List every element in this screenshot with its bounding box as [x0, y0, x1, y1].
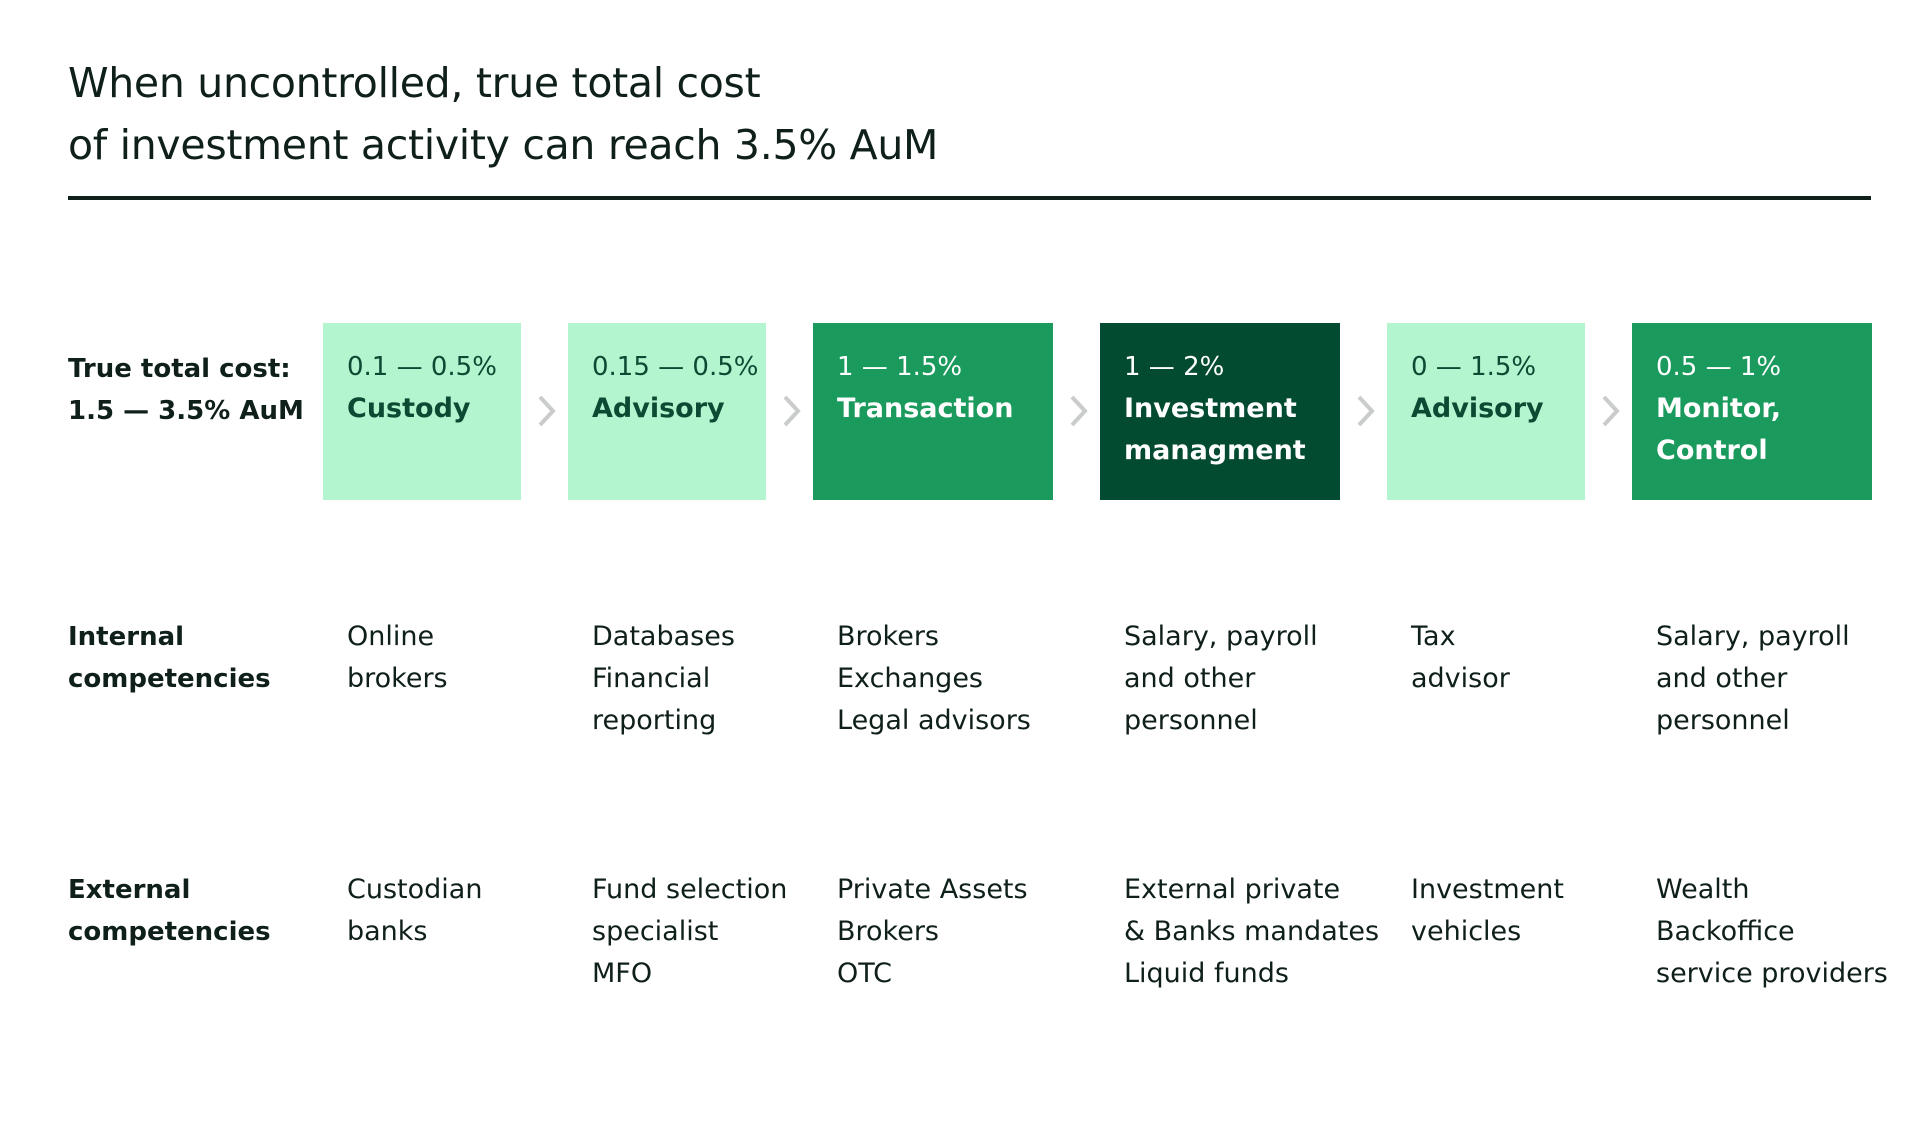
external-competency-monitor-control: Wealth Backoffice service providers: [1656, 874, 1888, 989]
total-cost-label: True total cost: 1.5 — 3.5% AuM: [68, 354, 304, 426]
internal-competency-investment-management: Salary, payroll and other personnel: [1124, 621, 1318, 736]
stage-box-transaction: 1 — 1.5% Transaction: [813, 323, 1053, 500]
stage-name: Investment managment: [1124, 393, 1306, 466]
chevron-right-icon: [783, 395, 801, 427]
external-competency-advisory: Fund selection specialist MFO: [592, 874, 788, 989]
chevron-right-icon: [1357, 395, 1375, 427]
stage-box-investment-management: 1 — 2% Investment managment: [1100, 323, 1340, 500]
stage-cost-range: 0.5 — 1%: [1656, 352, 1782, 382]
stage-cost-range: 0.1 — 0.5%: [347, 352, 497, 382]
internal-competency-transaction: Brokers Exchanges Legal advisors: [837, 621, 1031, 736]
chevron-right-icon: [1070, 395, 1088, 427]
stage-cost-range: 1 — 2%: [1124, 352, 1225, 382]
stage-box-advisory-tax: 0 — 1.5% Advisory: [1387, 323, 1585, 500]
stage-name: Transaction: [837, 393, 1014, 424]
stage-box-advisory: 0.15 — 0.5% Advisory: [568, 323, 766, 500]
external-competency-transaction: Private Assets Brokers OTC: [837, 874, 1028, 989]
internal-competency-advisory: Databases Financial reporting: [592, 621, 735, 736]
stage-box-monitor-control: 0.5 — 1% Monitor, Control: [1632, 323, 1872, 500]
internal-competency-custody: Online brokers: [347, 621, 448, 694]
external-competency-investment-management: External private & Banks mandates Liquid…: [1124, 874, 1380, 989]
title-divider: [68, 196, 1871, 200]
internal-competencies-label: Internal competencies: [68, 622, 271, 694]
external-competencies-label: External competencies: [68, 875, 271, 947]
internal-competency-advisory-tax: Tax advisor: [1411, 621, 1510, 694]
stage-cost-range: 1 — 1.5%: [837, 352, 963, 382]
internal-competency-monitor-control: Salary, payroll and other personnel: [1656, 621, 1850, 736]
external-competency-custody: Custodian banks: [347, 874, 483, 947]
stage-cost-range: 0 — 1.5%: [1411, 352, 1537, 382]
stage-name: Advisory: [1411, 393, 1544, 424]
chevron-right-icon: [1602, 395, 1620, 427]
stage-name: Custody: [347, 393, 471, 424]
chevron-right-icon: [538, 395, 556, 427]
stage-name: Advisory: [592, 393, 725, 424]
external-competency-advisory-tax: Investment vehicles: [1411, 874, 1564, 947]
page-title: When uncontrolled, true total cost of in…: [68, 59, 939, 169]
stage-name: Monitor, Control: [1656, 393, 1781, 466]
stage-box-custody: 0.1 — 0.5% Custody: [323, 323, 521, 500]
stage-cost-range: 0.15 — 0.5%: [592, 352, 759, 382]
